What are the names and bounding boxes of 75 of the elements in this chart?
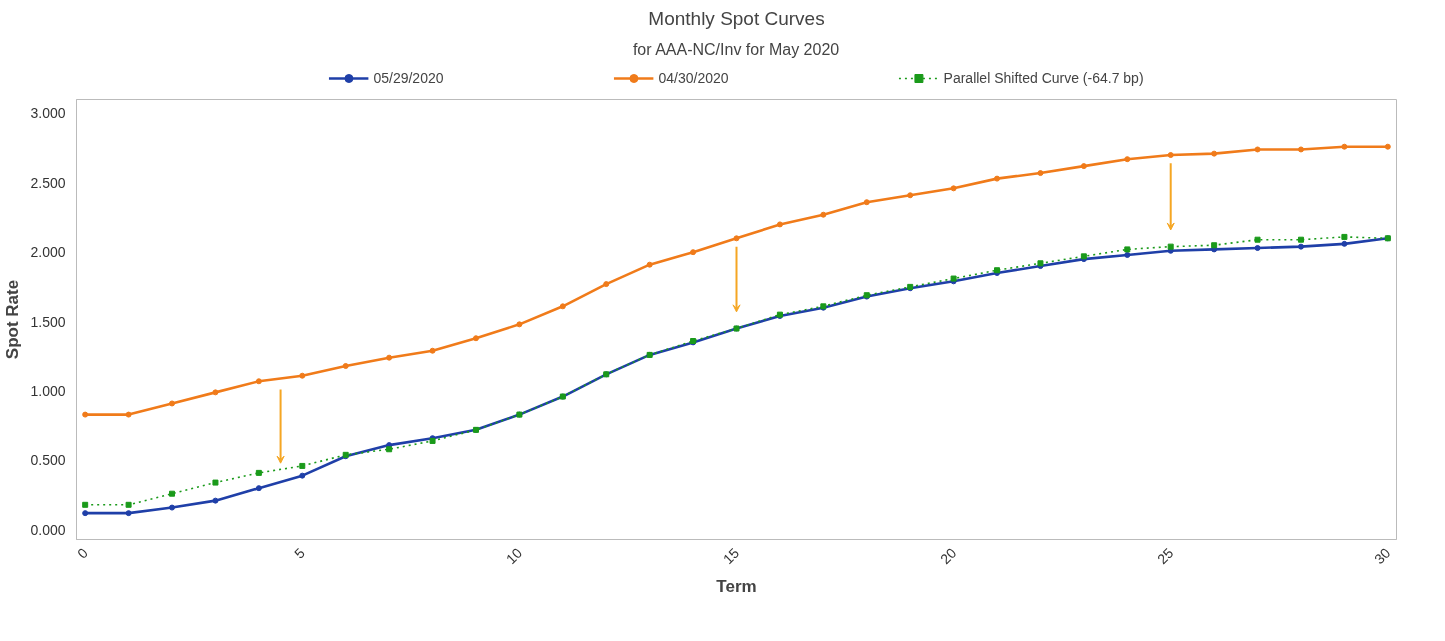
x-axis-title: Term xyxy=(716,576,757,596)
point xyxy=(1124,156,1131,163)
point xyxy=(125,501,132,508)
point xyxy=(1384,143,1391,150)
point xyxy=(1341,233,1348,240)
point xyxy=(820,211,827,218)
point xyxy=(603,281,610,288)
point xyxy=(255,378,262,385)
point xyxy=(169,400,176,407)
point xyxy=(1254,236,1261,243)
point xyxy=(1124,251,1131,258)
point xyxy=(125,510,132,517)
chart-subtitle: for AAA-NC/Inv for May 2020 xyxy=(632,40,840,58)
y-tick-label: 0.500 xyxy=(30,452,66,469)
y-tick-label: 3.000 xyxy=(30,105,66,122)
chart-title: Monthly Spot Curves xyxy=(648,7,825,29)
point xyxy=(907,192,914,199)
point xyxy=(299,372,306,379)
y-tick-label: 0.000 xyxy=(30,521,66,538)
point xyxy=(169,504,176,511)
point xyxy=(169,490,176,497)
point xyxy=(733,235,740,242)
point xyxy=(1124,246,1131,253)
point xyxy=(1297,236,1304,243)
point xyxy=(1254,146,1261,153)
x-tick-label: 30 xyxy=(1371,544,1394,568)
point xyxy=(1341,240,1348,247)
point xyxy=(82,501,89,508)
point xyxy=(1297,146,1304,153)
point xyxy=(299,462,306,469)
point xyxy=(950,185,957,192)
legend-label: Parallel Shifted Curve (-64.7 bp) xyxy=(943,70,1144,86)
point xyxy=(472,335,479,342)
y-tick-label: 1.500 xyxy=(30,313,66,330)
y-tick-label: 2.500 xyxy=(30,174,66,191)
point xyxy=(212,497,219,504)
point xyxy=(776,221,783,228)
point xyxy=(690,249,697,256)
point xyxy=(82,510,89,517)
x-tick-label: 20 xyxy=(936,544,960,568)
x-tick-label: 0 xyxy=(74,544,91,562)
point xyxy=(994,175,1001,182)
point xyxy=(342,363,349,369)
point xyxy=(1167,152,1174,159)
point xyxy=(559,303,566,310)
point xyxy=(1080,163,1087,170)
point xyxy=(1211,150,1218,157)
point xyxy=(516,321,523,328)
point xyxy=(1167,243,1174,250)
point xyxy=(429,347,436,354)
y-axis-title: Spot Rate xyxy=(3,279,23,360)
point xyxy=(1297,243,1304,250)
point xyxy=(646,261,653,268)
point xyxy=(255,485,262,492)
point xyxy=(386,446,393,453)
x-tick-label: 25 xyxy=(1154,544,1177,568)
point xyxy=(386,354,393,361)
point xyxy=(1341,143,1348,150)
point xyxy=(212,479,219,486)
point xyxy=(1211,242,1218,249)
point xyxy=(1037,170,1044,177)
x-tick-label: 10 xyxy=(502,544,526,568)
point xyxy=(863,199,870,206)
y-tick-label: 1.000 xyxy=(30,382,66,399)
x-tick-label: 15 xyxy=(719,544,743,568)
x-tick-label: 5 xyxy=(291,544,309,562)
point xyxy=(82,411,89,418)
point xyxy=(212,389,219,396)
legend-label: 04/30/2020 xyxy=(658,70,729,86)
point xyxy=(299,472,306,479)
point xyxy=(255,469,262,476)
point xyxy=(125,411,132,418)
y-tick-label: 2.000 xyxy=(30,244,66,261)
point xyxy=(1254,245,1261,252)
legend-label: 05/29/2020 xyxy=(373,70,444,86)
